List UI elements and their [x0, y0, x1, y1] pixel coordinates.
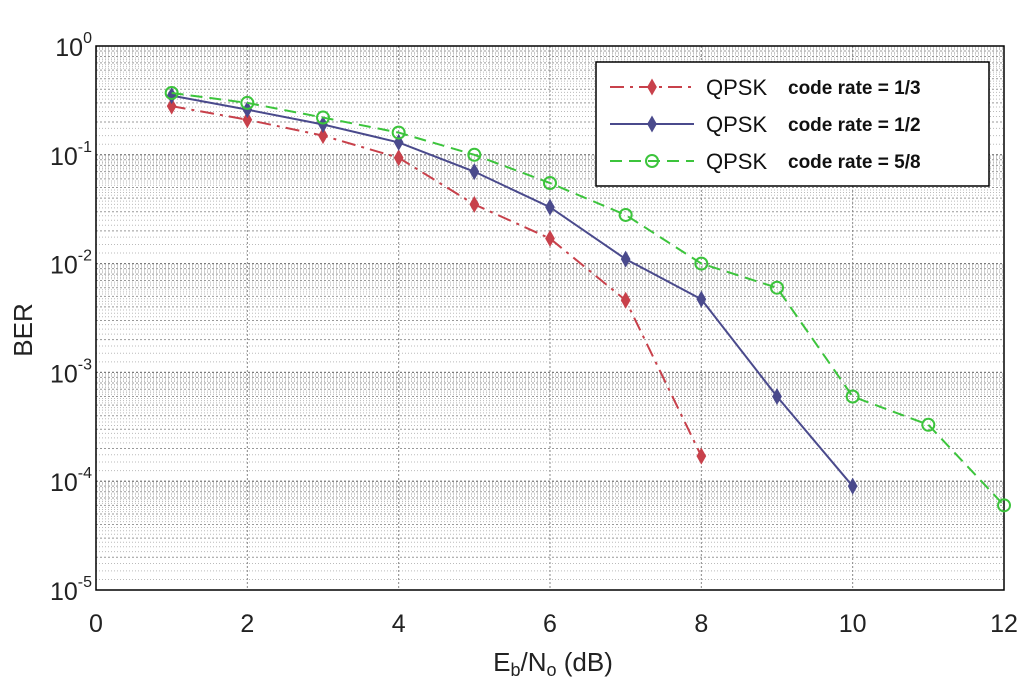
data-point — [164, 85, 179, 100]
series-1 — [166, 97, 707, 465]
legend-entry: QPSK code rate = 5/8 — [610, 149, 921, 174]
data-point — [620, 250, 631, 268]
legend-marker — [645, 154, 659, 168]
data-point — [545, 198, 555, 216]
series-line — [171, 91, 1005, 507]
y-tick-label: 10-4 — [50, 465, 92, 497]
y-tick-labels: 100 10-1 10-2 10-3 10-4 10-5 — [50, 30, 92, 606]
data-point — [845, 389, 860, 404]
data-point — [469, 163, 480, 181]
data-point — [242, 111, 253, 129]
data-point — [620, 291, 631, 309]
y-tick-label: 10-5 — [50, 574, 92, 606]
data-point — [467, 147, 482, 162]
x-axis-label-unit: (dB) — [557, 647, 613, 677]
legend-modulation: QPSK — [706, 75, 767, 100]
x-tick-label: 10 — [839, 610, 867, 638]
x-axis-label: Eb/No (dB) — [493, 647, 613, 680]
data-point — [166, 97, 177, 115]
series-layer — [164, 85, 1011, 513]
data-point — [847, 477, 858, 495]
x-tick-label: 2 — [240, 610, 254, 638]
x-tick-label: 6 — [543, 610, 557, 638]
data-point — [772, 388, 782, 406]
x-tick-labels: 0 2 4 6 8 10 12 — [89, 610, 1018, 638]
x-tick-label: 12 — [990, 610, 1018, 638]
x-axis-label-b: b — [510, 660, 520, 680]
legend-code-rate: code rate = 1/2 — [788, 115, 921, 136]
data-point — [694, 256, 709, 271]
series-line — [171, 94, 854, 487]
x-tick-label: 0 — [89, 610, 103, 638]
data-point — [543, 176, 557, 191]
legend-entry: QPSK code rate = 1/3 — [610, 75, 921, 100]
data-point — [318, 127, 328, 145]
series-line — [171, 105, 703, 457]
y-tick-label: 10-3 — [50, 356, 92, 388]
data-point — [391, 125, 406, 140]
data-point — [240, 95, 255, 110]
legend-marker — [647, 115, 657, 133]
data-point — [166, 87, 177, 105]
x-axis-label-n: /N — [521, 647, 547, 677]
data-point — [393, 149, 404, 167]
legend-marker — [647, 78, 657, 96]
data-point — [696, 447, 707, 465]
data-point — [316, 110, 330, 125]
legend-entry: QPSK code rate = 1/2 — [610, 112, 921, 137]
data-point — [921, 417, 936, 432]
data-point — [696, 290, 707, 308]
data-point — [545, 230, 555, 248]
plot-frame — [95, 45, 1005, 591]
y-tick-label: 100 — [55, 30, 92, 62]
legend-code-rate: code rate = 5/8 — [788, 152, 921, 173]
legend-modulation: QPSK — [706, 112, 767, 137]
x-axis-label-e: E — [493, 647, 510, 677]
legend-code-rate: code rate = 1/3 — [788, 78, 921, 99]
x-axis-label-o: o — [547, 660, 557, 680]
data-point — [770, 280, 784, 295]
y-tick-label: 10-1 — [50, 139, 92, 171]
y-axis-label: BER — [8, 303, 38, 356]
data-point — [618, 207, 633, 222]
legend-modulation: QPSK — [706, 149, 767, 174]
data-point — [469, 195, 480, 213]
series-3 — [164, 85, 1011, 513]
x-tick-label: 8 — [694, 610, 708, 638]
x-tick-label: 4 — [392, 610, 406, 638]
y-tick-label: 10-2 — [50, 248, 92, 280]
data-point — [997, 498, 1011, 513]
